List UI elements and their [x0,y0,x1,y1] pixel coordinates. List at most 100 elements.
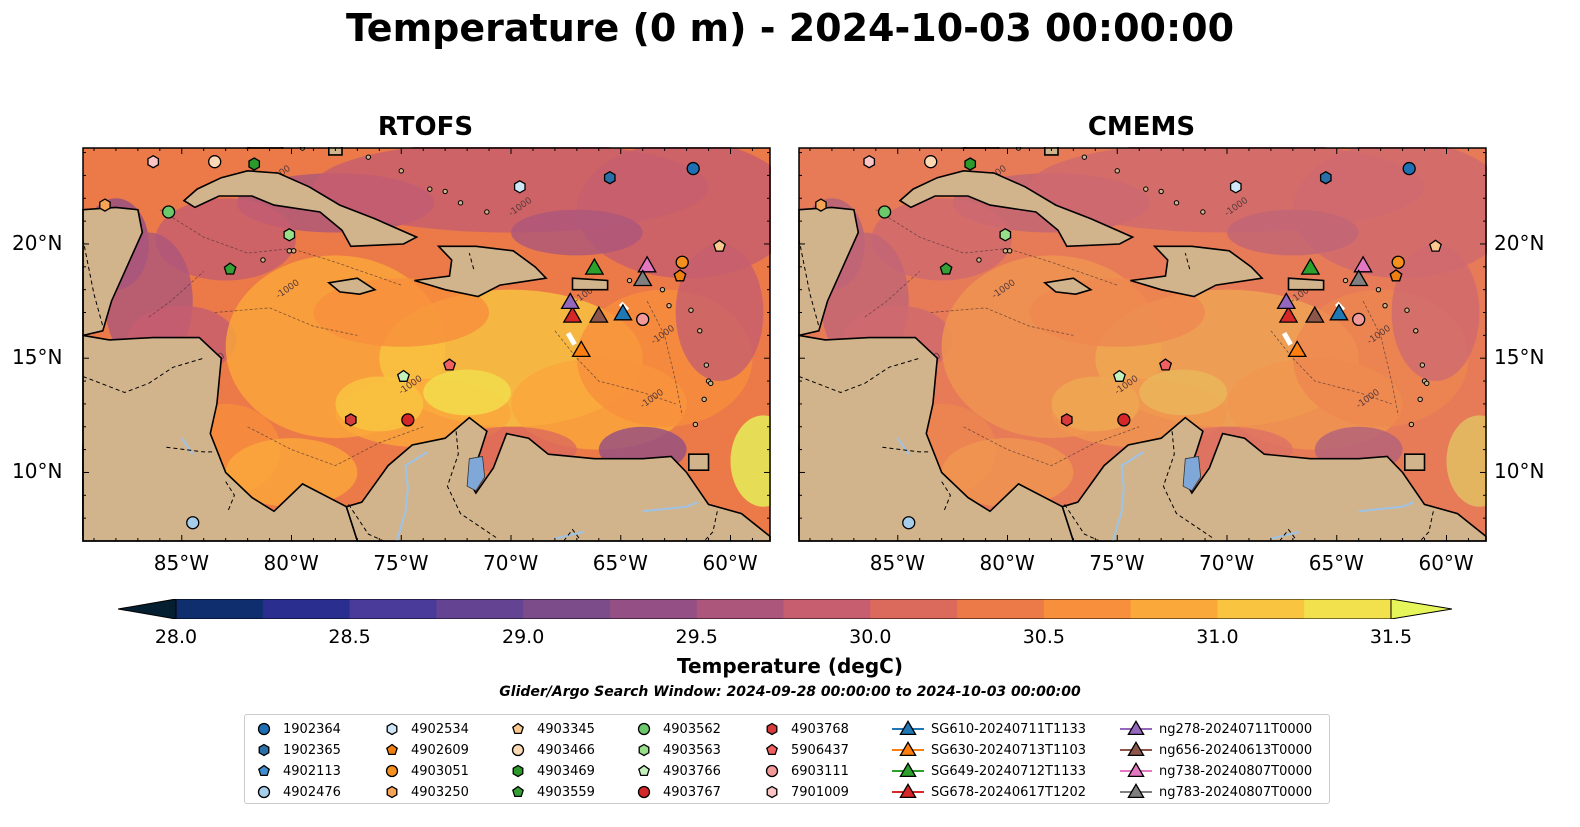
legend-label: 4903766 [663,763,721,779]
legend-label: 4902113 [283,763,341,779]
land-jamaica [326,277,377,296]
colorbar-tick-label: 28.5 [328,626,371,648]
lat-tick-label: 20°N [1494,230,1545,255]
legend-marker-icon [511,743,525,757]
marker-SG610-20240711T1133 [1329,303,1349,321]
legend-label: 4902609 [411,742,469,758]
marker-ng278-20240711T0000 [1276,292,1297,310]
lat-tick-label: 15°N [1494,345,1545,370]
legend-item: ng783-20240807T0000 [1119,782,1312,802]
lon-tick-label: 80°W [979,551,1035,575]
legend-marker-icon [637,785,651,799]
marker-ng738-20240807T0000 [1353,255,1373,273]
legend-label: 4902476 [283,784,341,800]
lon-tick-label: 85°W [869,551,925,575]
legend-item: 4903563 [635,740,721,760]
legend-label: ng278-20240711T0000 [1159,721,1313,737]
marker-4902476 [902,516,916,530]
legend-label: ng656-20240613T0000 [1159,742,1313,758]
lon-tick-label: 80°W [263,551,319,575]
land-trinidad [1403,453,1426,472]
map-cmems: -1000-1000-1000-1000-1000-1000-1000-1000 [798,147,1487,542]
land-puertorico [1287,277,1325,291]
legend-item: 4903250 [383,782,469,802]
marker-4903469 [964,157,977,171]
lon-tick-label: 85°W [153,551,209,575]
legend-marker-icon [766,785,778,799]
legend-label: SG678-20240617T1202 [931,784,1087,800]
legend-label: 4903469 [537,763,595,779]
legend-item: ng656-20240613T0000 [1119,740,1312,760]
marker-4903559 [223,262,237,275]
marker-4903563 [283,228,296,242]
legend-marker-icon [899,720,917,736]
marker-4903466 [208,155,222,169]
legend-label: 4903250 [411,784,469,800]
legend-item: 4902113 [255,761,341,781]
legend-label: 4903345 [537,721,595,737]
panel-title-cmems: CMEMS [1087,112,1196,142]
legend-label: 1902364 [283,721,341,737]
land-puertorico [571,277,609,291]
lake-maracaibo [1182,456,1202,492]
legend-item: 4903768 [763,719,849,739]
marker-7901009 [863,154,876,169]
legend-marker-icon [386,743,398,756]
legend-label: SG630-20240713T1103 [931,742,1087,758]
marker-5906437 [443,358,457,371]
legend-marker-icon [1127,762,1145,778]
colorbar-tick-label: 29.5 [675,626,718,648]
marker-SG678-20240617T1202 [1278,305,1299,323]
land-south_america [345,416,771,542]
legend-marker-icon [899,741,917,757]
colorbar-tick-label: 31.5 [1369,626,1413,648]
lat-tick-label: 15°N [12,345,63,370]
marker-4903563 [999,228,1012,242]
marker-ng278-20240711T0000 [560,292,581,310]
legend-item: 4902476 [255,782,341,802]
search-window-text: Glider/Argo Search Window: 2024-09-28 00… [499,684,1081,700]
lon-tick-label: 65°W [592,551,648,575]
legend-marker-icon [899,783,917,799]
marker-4903767 [401,413,415,427]
marker-7901009 [147,154,160,169]
marker-SG610-20240711T1133 [613,303,633,321]
legend-marker-icon [512,722,524,735]
lat-tick-label: 10°N [1494,459,1545,484]
legend-label: 4903562 [663,721,721,737]
marker-SG630-20240713T1103 [1287,340,1308,358]
legend-label: SG610-20240711T1133 [931,721,1087,737]
marker-1902364 [686,161,700,176]
lon-tick-label: 70°W [483,551,539,575]
legend-label: 7901009 [791,784,849,800]
legend-marker-icon [258,764,270,777]
marker-ng656-20240613T0000 [1304,305,1325,323]
marker-4903345 [713,239,726,252]
legend-label: 4903768 [791,721,849,737]
marker-4903250 [815,198,827,212]
legend-item: SG630-20240713T1103 [891,740,1086,760]
marker-4903562 [161,205,176,219]
legend-marker-icon [1127,783,1145,799]
marker-ng738-20240807T0000 [637,255,657,273]
marker-1902365 [1319,170,1332,185]
marker-4903766 [396,369,410,382]
marker-ng783-20240807T0000 [632,269,653,287]
colorbar-tick-label: 30.5 [1022,626,1065,648]
legend-item: 4902534 [383,719,469,739]
legend-item: SG649-20240712T1133 [891,761,1086,781]
legend-item: 4903562 [635,719,721,739]
legend-marker-icon [1127,720,1145,736]
legend-item: ng738-20240807T0000 [1119,761,1312,781]
marker-4903768 [344,413,357,427]
marker-4903051 [675,255,689,269]
colorbar-tick-label: 29.0 [501,626,545,648]
marker-SG678-20240617T1202 [562,305,583,323]
marker-4903767 [1117,413,1131,427]
land-jamaica [1042,277,1093,296]
marker-4902476 [186,516,200,530]
marker-ng656-20240613T0000 [588,305,609,323]
marker-SG630-20240713T1103 [571,340,592,358]
marker-4903559 [939,262,953,275]
legend-marker-icon [766,722,778,736]
